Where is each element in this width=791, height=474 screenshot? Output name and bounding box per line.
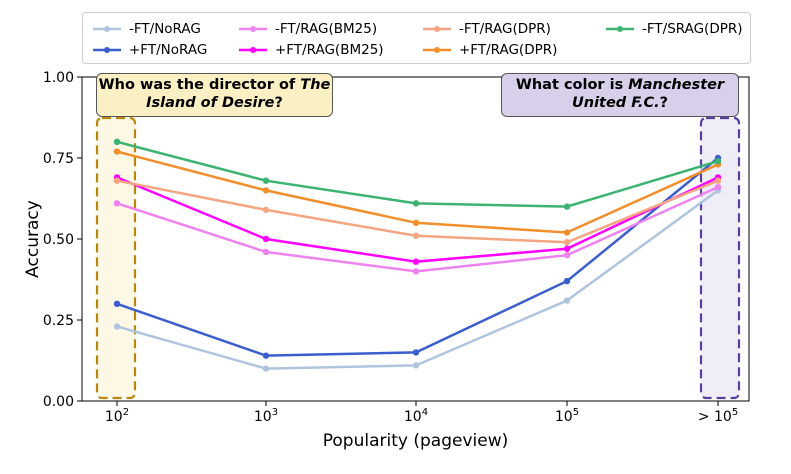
legend-item: +FT/RAG(BM25) (239, 40, 384, 60)
data-point (412, 200, 420, 207)
legend-label: -FT/SRAG(DPR) (642, 21, 743, 37)
legend-swatch (93, 47, 121, 53)
x-tick-label: 105 (555, 407, 579, 425)
x-tick-label: 102 (105, 407, 129, 425)
data-point (563, 245, 571, 252)
annotation-right-question: What color is Manchester United F.C.? (501, 73, 739, 117)
legend-label: -FT/NoRAG (129, 21, 201, 37)
data-point (563, 277, 571, 285)
data-point (262, 352, 270, 359)
legend-swatch (423, 47, 451, 53)
data-point (412, 268, 420, 275)
legend-item: -FT/SRAG(DPR) (606, 19, 743, 39)
y-tick-label: 0.75 (43, 151, 74, 167)
data-point (113, 323, 121, 330)
data-point (113, 148, 121, 155)
series-line (116, 176, 719, 263)
legend-label: -FT/RAG(BM25) (275, 21, 378, 37)
data-point (714, 183, 722, 191)
y-axis-label: Accuracy (23, 200, 43, 278)
legend-swatch (93, 26, 121, 32)
data-point (262, 235, 270, 243)
data-point (412, 232, 420, 239)
data-point (113, 177, 121, 184)
data-point (412, 219, 420, 226)
data-point (563, 252, 571, 259)
annotation-right-italic: Manchester United F.C. (571, 77, 725, 111)
y-tick-label: 0.25 (43, 313, 74, 329)
legend-label: +FT/RAG(DPR) (459, 42, 558, 58)
series-line (116, 186, 719, 273)
x-tick-label: 104 (404, 407, 428, 425)
data-point (113, 138, 121, 145)
annotation-left-italic: The Island of Desire (146, 77, 331, 111)
data-point (262, 248, 270, 256)
data-point (262, 206, 270, 214)
series-+FT/RAG(DPR) (113, 148, 722, 236)
data-point (412, 362, 420, 369)
legend-item: +FT/RAG(DPR) (423, 40, 557, 60)
legend-item: +FT/NoRAG (93, 40, 207, 60)
y-tick-label: 1.00 (43, 70, 74, 86)
data-point (563, 203, 571, 210)
data-point (113, 300, 121, 307)
legend-label: -FT/RAG(DPR) (459, 21, 551, 37)
legend-item: -FT/RAG(DPR) (423, 19, 551, 39)
data-point (714, 177, 722, 184)
data-point (563, 297, 571, 304)
legend-swatch (239, 26, 267, 32)
series-+FT/NoRAG (113, 154, 722, 359)
series--FT/RAG(BM25) (113, 183, 722, 275)
data-point (262, 365, 270, 372)
y-tick-label: 0.00 (43, 394, 74, 410)
data-point (412, 349, 420, 356)
legend-item: -FT/NoRAG (93, 19, 201, 39)
data-point (262, 177, 270, 184)
data-point (563, 229, 571, 236)
annotation-left-question: Who was the director of The Island of De… (96, 73, 333, 117)
annotation-right-suffix: ? (659, 95, 669, 111)
data-point (563, 239, 571, 246)
annotation-right-prefix: What color is (515, 77, 629, 93)
x-axis-label: Popularity (pageview) (323, 431, 508, 451)
x-tick-label: > 105 (698, 407, 738, 425)
series--FT/SRAG(DPR) (113, 138, 722, 210)
legend-item: -FT/RAG(BM25) (239, 19, 377, 39)
legend-swatch (423, 26, 451, 32)
data-point (714, 158, 722, 165)
annotation-left-suffix: ? (274, 95, 283, 111)
y-tick-label: 0.50 (43, 232, 74, 248)
highlight-box-right (699, 116, 741, 400)
legend-label: +FT/RAG(BM25) (275, 42, 384, 58)
legend-swatch (239, 47, 267, 53)
data-point (412, 258, 420, 265)
series--FT/RAG(DPR) (113, 177, 722, 246)
data-point (113, 200, 121, 207)
legend-swatch (606, 26, 634, 32)
data-point (262, 187, 270, 194)
legend-label: +FT/NoRAG (129, 42, 208, 58)
chart-legend: -FT/NoRAG +FT/NoRAG -FT/RAG(BM25) +FT/RAG(B… (82, 12, 751, 64)
highlight-box-left (95, 116, 137, 400)
annotation-left-prefix: Who was the director of (98, 77, 301, 93)
x-tick-label: 103 (254, 407, 278, 425)
